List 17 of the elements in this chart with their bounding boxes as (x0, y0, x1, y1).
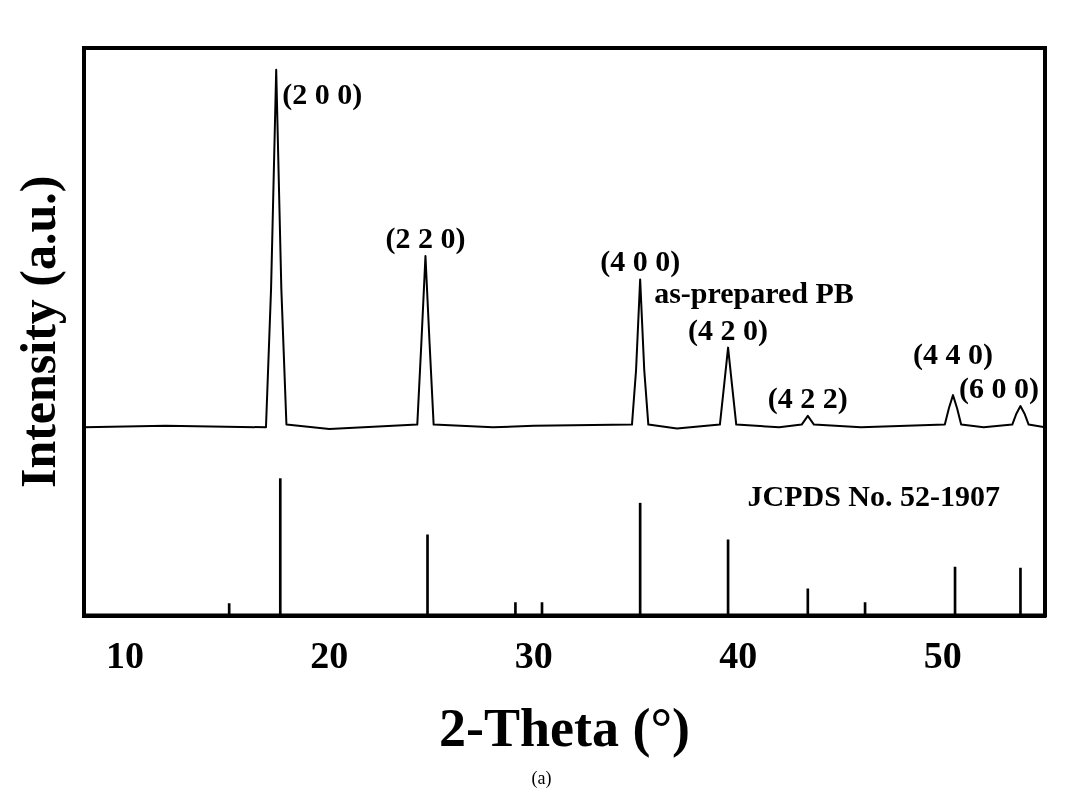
annotation: (6 0 0) (959, 371, 1039, 406)
x-tick-label: 20 (310, 634, 349, 677)
annotation: (4 4 0) (913, 337, 993, 372)
x-tick-label: 40 (719, 634, 758, 677)
series-label: as-prepared PB (654, 276, 854, 310)
x-tick-label: 30 (514, 634, 553, 677)
x-axis-title: 2-Theta (°) (438, 697, 691, 758)
annotation: (2 2 0) (385, 220, 466, 255)
annotation: (4 2 0) (688, 312, 769, 347)
x-tick-label: 10 (105, 634, 144, 677)
annotation: (4 2 2) (767, 380, 848, 415)
annotation: (2 0 0) (282, 76, 363, 111)
text: (a) (530, 768, 553, 789)
annotation: (4 0 0) (600, 244, 681, 279)
y-axis-title: Intensity (a.u.) (9, 175, 66, 489)
series-label: JCPDS No. 52-1907 (747, 479, 1000, 513)
x-tick-label: 50 (923, 634, 962, 677)
